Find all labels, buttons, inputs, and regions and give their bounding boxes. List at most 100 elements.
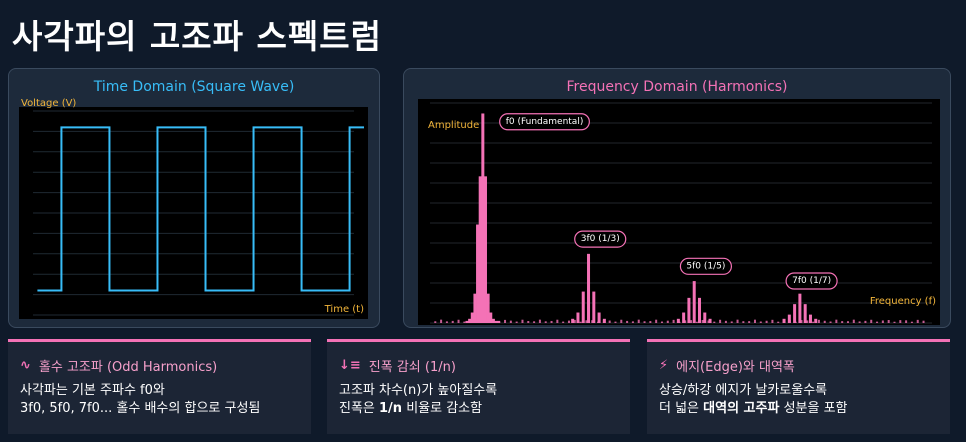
noise-bar [707,320,710,323]
card-amplitude-decay-line1: 고조파 차수(n)가 높아질수록 [339,383,498,398]
sort-down-icon: ↓≡ [339,358,361,373]
harmonic-bar [592,291,596,323]
noise-bar [695,321,698,323]
noise-bar [701,320,704,323]
annotation-box [499,113,590,131]
noise-bar [527,320,530,323]
card-amplitude-decay-line2: 진폭은 1/n 비율로 감소함 [339,401,483,416]
noise-bar [666,320,669,323]
noise-bar [742,321,745,323]
noise-bar [748,321,751,323]
noise-bar [626,320,629,323]
harmonic-bar [473,293,477,323]
harmonic-bar [787,314,791,323]
harmonic-bar [497,320,501,323]
harmonic-bar [581,291,585,323]
card-amplitude-decay: ↓≡ 진폭 감쇠 (1/n) 고조파 차수(n)가 높아질수록 진폭은 1/n … [327,339,630,434]
harmonic-bar [486,293,490,323]
annotation-label: 3f0 (1/3) [574,230,627,248]
noise-bar [864,320,867,323]
card-edge-bandwidth-heading: 에지(Edge)와 대역폭 [676,360,795,375]
noise-bar [440,319,443,323]
time-x-axis-label: Time (t) [324,304,364,315]
noise-bar [538,319,541,323]
noise-bar [881,320,884,323]
annotation-text: 3f0 (1/3) [581,234,620,244]
harmonic-bar [814,318,818,323]
noise-bar [544,321,547,323]
annotation-box [679,257,733,275]
noise-bar [614,321,617,323]
freq-y-axis-label: Amplitude [428,120,480,131]
noise-bar [684,320,687,323]
harmonic-bar [576,312,580,323]
harmonic-bar [602,318,606,323]
annotation-label: f0 (Fundamental) [499,113,590,131]
annotation-text: 5f0 (1/5) [686,261,725,271]
noise-bar [690,320,693,323]
noise-bar [515,321,518,323]
noise-bar [800,320,803,323]
freq-x-axis-label: Frequency (f) [869,296,936,307]
time-domain-title: Time Domain (Square Wave) [93,79,295,95]
noise-bar [765,320,768,323]
noise-bar [724,320,727,323]
noise-bar [591,320,594,323]
harmonic-bar [476,224,480,323]
harmonic-bar [470,312,474,323]
harmonic-bar [798,293,802,323]
noise-bar [893,321,896,323]
frequency-domain-plot: f0 (Fundamental) 3f0 (1/3) 5f0 (1/5) 7f0 (1… [418,99,940,325]
card-odd-harmonics-line1: 사각파는 기본 주파수 f0와 [20,383,165,398]
lightning-icon: ⚡ [659,358,669,373]
card-edge-bandwidth-line2: 더 넓은 대역의 고주파 성분을 포함 [659,401,848,416]
harmonic-bar [597,312,601,323]
harmonic-bar [571,318,575,323]
noise-bar [736,319,739,323]
noise-bar [823,320,826,323]
noise-bar [806,320,809,323]
noise-bar [550,320,553,323]
harmonic-bar [703,312,707,323]
square-wave-line [37,126,364,292]
harmonic-bar [465,320,469,323]
noise-bar [910,321,913,323]
harmonic-bar [803,304,807,323]
noise-bar [753,319,756,323]
frequency-domain-title: Frequency Domain (Harmonics) [566,79,788,95]
noise-bar [817,319,820,323]
harmonics-chart: f0 (Fundamental) 3f0 (1/3) 5f0 (1/5) 7f0 (1… [430,102,932,324]
noise-bar [876,321,879,323]
noise-bar [730,321,733,323]
noise-bar [504,319,507,323]
noise-bar [631,321,634,323]
noise-bar [579,321,582,323]
noise-bar [556,319,559,323]
noise-bar [649,321,652,323]
noise-bar [852,319,855,323]
frequency-domain-panel: Frequency Domain (Harmonics) f0 (Fundame… [403,68,951,328]
harmonic-bar [478,176,482,323]
noise-bar [573,319,576,323]
noise-bar [533,321,536,323]
noise-bar [457,319,460,323]
noise-bar [643,321,646,323]
noise-bar [562,321,565,323]
harmonic-bar [481,113,485,323]
harmonic-bar [489,312,493,323]
noise-bar [835,319,838,323]
noise-bar [434,321,437,323]
noise-bar [829,321,832,323]
annotation-label: 5f0 (1/5) [679,257,733,275]
noise-bar [887,320,890,323]
harmonic-bar [483,176,487,323]
noise-bar [567,320,570,323]
harmonic-bar [697,297,701,323]
square-wave-icon: ∿ [20,358,31,373]
annotation-label: 7f0 (1/7) [785,272,838,290]
card-odd-harmonics-heading: 홀수 고조파 (Odd Harmonics) [38,360,218,375]
noise-bar [916,319,919,323]
noise-bar [660,321,663,323]
noise-bar [870,319,873,323]
noise-bar [445,321,448,323]
